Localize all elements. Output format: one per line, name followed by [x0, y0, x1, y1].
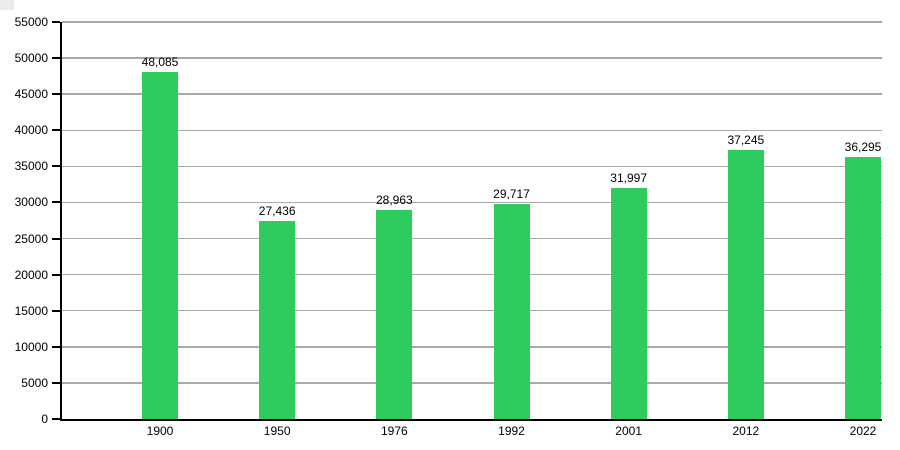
- gridline: [62, 382, 882, 384]
- x-axis-category-label: 1900: [146, 424, 174, 438]
- bar-value-label: 36,295: [844, 140, 882, 155]
- y-axis-tick-label: 45000: [14, 87, 48, 102]
- x-axis-category-label: 1950: [263, 424, 291, 438]
- gridline: [62, 21, 882, 23]
- gridline: [62, 93, 882, 95]
- gridline: [62, 57, 882, 59]
- y-axis-tick-label: 35000: [14, 159, 48, 174]
- y-axis-tick: [52, 57, 60, 60]
- y-axis-line: [60, 22, 62, 419]
- y-axis-tick: [52, 237, 60, 240]
- y-axis-tick: [52, 381, 60, 384]
- gridline: [62, 165, 882, 168]
- x-axis-category-label: 1976: [380, 424, 408, 438]
- gridline: [62, 201, 882, 204]
- y-axis-tick: [52, 21, 60, 23]
- bar-value-label: 27,436: [258, 203, 296, 218]
- bar: [142, 71, 178, 419]
- gridline: [62, 129, 882, 132]
- x-axis-category-label: 2022: [849, 424, 877, 438]
- gridline: [62, 346, 882, 348]
- gridline: [62, 237, 882, 240]
- y-axis-tick-label: 15000: [14, 303, 48, 318]
- y-axis-tick-label: 25000: [14, 231, 48, 246]
- bar: [610, 188, 647, 419]
- corner-artifact: [0, 0, 14, 10]
- y-axis-tick: [52, 273, 60, 276]
- y-axis-tick: [52, 201, 60, 204]
- gridline: [62, 309, 882, 312]
- bar: [259, 220, 296, 419]
- bar-value-label: 37,245: [727, 133, 765, 148]
- y-axis-tick-label: 10000: [14, 339, 48, 354]
- y-axis-tick-label: 0: [41, 412, 48, 426]
- bar: [376, 209, 413, 419]
- y-axis-tick: [52, 418, 60, 420]
- y-axis-tick: [52, 345, 60, 348]
- bar: [727, 150, 764, 419]
- bar-value-label: 28,963: [375, 192, 413, 207]
- y-axis-tick-label: 50000: [14, 51, 48, 66]
- x-axis-line: [60, 419, 882, 421]
- y-axis-tick-label: 20000: [14, 267, 48, 282]
- y-axis-tick: [52, 129, 60, 132]
- x-axis-category-label: 2001: [615, 424, 642, 438]
- x-axis-category-label: 1992: [498, 424, 525, 438]
- y-axis-tick-label: 30000: [14, 195, 48, 210]
- bar: [845, 157, 881, 419]
- bar: [493, 204, 530, 419]
- y-axis-tick: [52, 93, 60, 96]
- y-axis-tick-label: 55000: [14, 15, 48, 29]
- y-axis-tick: [52, 165, 60, 168]
- gridline: [62, 273, 882, 276]
- bar-value-label: 29,717: [493, 187, 530, 202]
- bar-value-label: 48,085: [141, 54, 179, 69]
- bar-value-label: 31,997: [610, 171, 647, 186]
- x-axis-category-label: 2012: [732, 424, 760, 438]
- y-axis-tick: [52, 309, 60, 312]
- y-axis-tick-label: 5000: [21, 375, 48, 390]
- y-axis-tick-label: 40000: [14, 123, 48, 138]
